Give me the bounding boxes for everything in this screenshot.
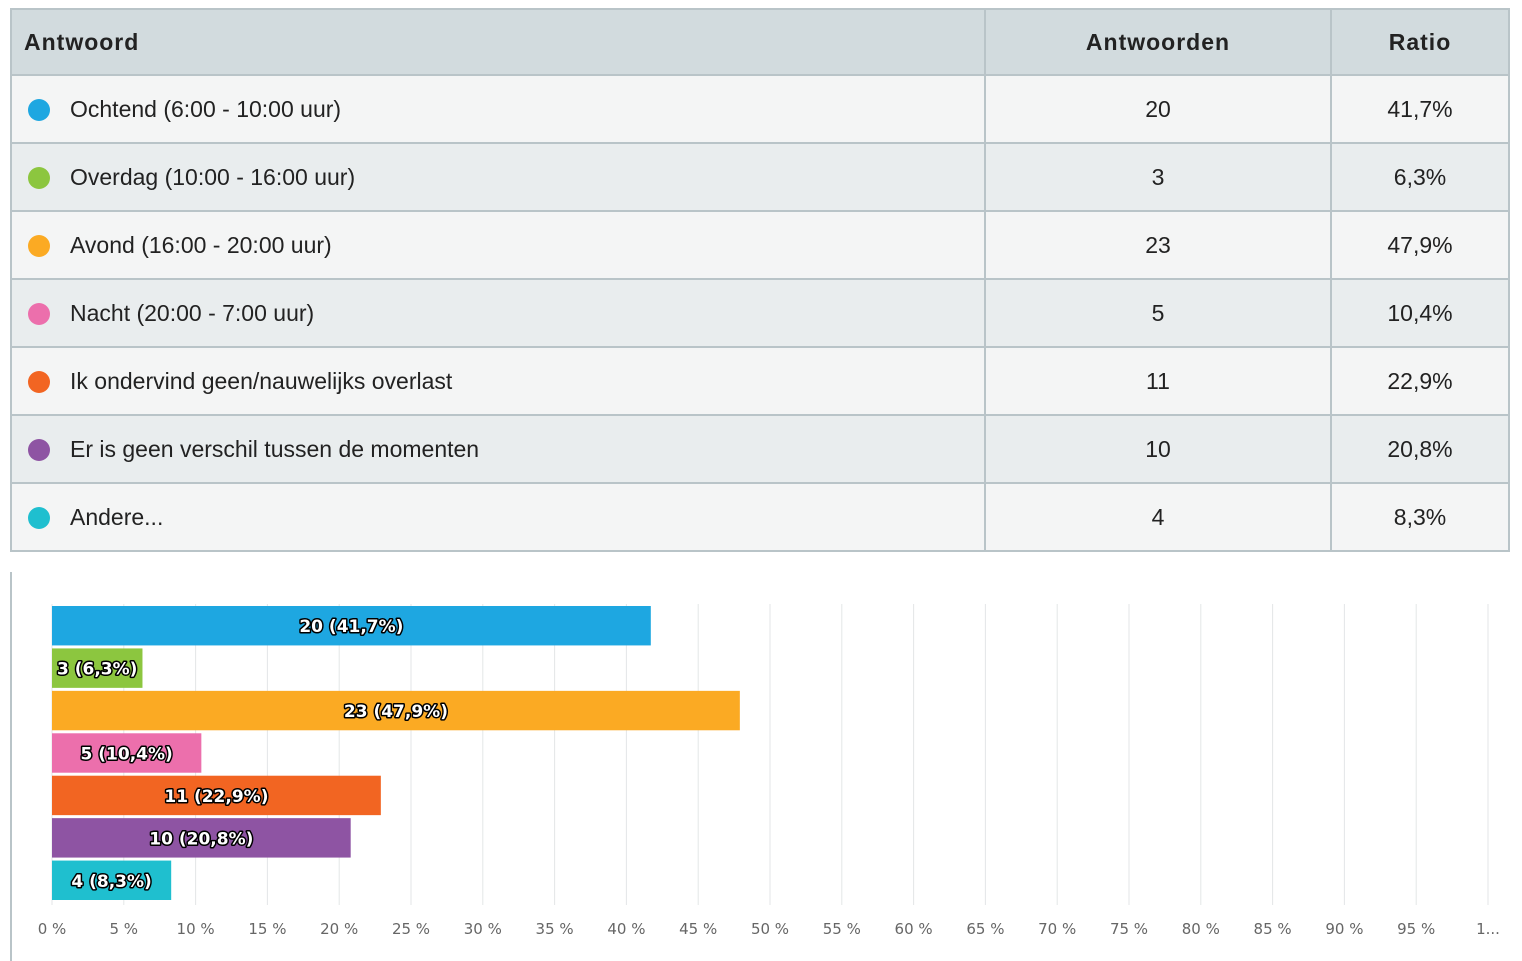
x-tick-label: 15 % xyxy=(248,920,286,938)
cell-text: Nacht (20:00 - 7:00 uur) xyxy=(70,299,315,326)
header-cell: Ratio xyxy=(1330,8,1510,76)
table-row: Andere... 4 8,3% xyxy=(10,482,1510,552)
bar xyxy=(52,690,740,731)
table-cell: 4 xyxy=(984,482,1332,552)
chart: 0 % 5 % 10 % 15 % 20 % 25 % 30 % 35 % 40 % 45 % 50… xyxy=(10,572,1500,961)
results-table-wrap: Antwoord Antwoorden Ratio Ochtend (6:00 … xyxy=(10,8,1510,552)
cell-text: 10,4% xyxy=(1387,299,1453,326)
data-label: 4 (8,3%) xyxy=(71,872,151,892)
x-tick-label: 45 % xyxy=(679,920,717,938)
x-tick-label: 1... xyxy=(1476,920,1500,938)
table-cell: 10,4% xyxy=(1330,278,1510,348)
table-cell: 22,9% xyxy=(1330,346,1510,416)
x-tick-label: 40 % xyxy=(607,920,645,938)
x-tick-label: 85 % xyxy=(1254,920,1292,938)
legend-dot xyxy=(28,235,50,258)
bar xyxy=(52,733,202,773)
bar xyxy=(52,860,172,900)
x-tick-label: 60 % xyxy=(895,920,933,938)
cell-text: Ochtend (6:00 - 10:00 uur) xyxy=(70,95,342,122)
cell-text: 41,7% xyxy=(1387,95,1453,122)
legend-dot xyxy=(28,439,50,462)
cell-text: 20,8% xyxy=(1387,435,1453,462)
cell-text: Ik ondervind geen/nauwelijks overlast xyxy=(70,367,453,394)
table-cell: 23 xyxy=(984,210,1332,280)
header-cell: Antwoorden xyxy=(984,8,1332,76)
data-label: 3 (6,3%) xyxy=(57,660,137,680)
table-cell: Nacht (20:00 - 7:00 uur) xyxy=(10,278,986,348)
cell-text: 20 xyxy=(1145,95,1171,122)
cell-text: 4 xyxy=(1151,503,1165,530)
data-label: 20 (41,7%) xyxy=(299,617,403,637)
table-cell: 5 xyxy=(984,278,1332,348)
x-tick-label: 35 % xyxy=(536,920,574,938)
x-tick-label: 25 % xyxy=(392,920,430,938)
x-tick-label: 80 % xyxy=(1182,920,1220,938)
cell-text: 8,3% xyxy=(1393,503,1447,530)
table-cell: Overdag (10:00 - 16:00 uur) xyxy=(10,142,986,212)
table-cell: 20,8% xyxy=(1330,414,1510,484)
table-cell: 8,3% xyxy=(1330,482,1510,552)
data-label: 23 (47,9%) xyxy=(344,702,448,722)
results-table: Antwoord Antwoorden Ratio Ochtend (6:00 … xyxy=(10,8,1510,552)
x-tick-label: 70 % xyxy=(1038,920,1076,938)
data-label: 10 (20,8%) xyxy=(149,829,253,849)
legend-dot xyxy=(28,167,50,190)
data-label: 11 (22,9%) xyxy=(164,787,268,807)
table-row: Ik ondervind geen/nauwelijks overlast 11 2… xyxy=(10,346,1510,416)
x-tick-label: 55 % xyxy=(823,920,861,938)
cell-text: 6,3% xyxy=(1393,163,1447,190)
cell-text: Er is geen verschil tussen de momenten xyxy=(70,435,480,462)
x-tick-label: 75 % xyxy=(1110,920,1148,938)
x-tick-label: 95 % xyxy=(1397,920,1435,938)
table-cell: 47,9% xyxy=(1330,210,1510,280)
bar xyxy=(52,606,651,646)
x-tick-label: 0 % xyxy=(38,920,67,938)
table-cell: Andere... xyxy=(10,482,986,552)
data-label: 5 (10,4%) xyxy=(81,745,173,765)
legend-dot xyxy=(28,507,50,530)
table-row: Overdag (10:00 - 16:00 uur) 3 6,3% xyxy=(10,142,1510,212)
table-cell: Avond (16:00 - 20:00 uur) xyxy=(10,210,986,280)
x-tick-label: 10 % xyxy=(177,920,215,938)
header-cell: Antwoord xyxy=(10,8,986,76)
table-row: Ochtend (6:00 - 10:00 uur) 20 41,7% xyxy=(10,74,1510,144)
x-tick-label: 90 % xyxy=(1325,920,1363,938)
table-cell: Er is geen verschil tussen de momenten xyxy=(10,414,986,484)
x-tick-label: 5 % xyxy=(110,920,139,938)
cell-text: 47,9% xyxy=(1387,231,1453,258)
table-cell: 11 xyxy=(984,346,1332,416)
cell-text: 3 xyxy=(1151,163,1165,190)
x-tick-label: 65 % xyxy=(966,920,1004,938)
cell-text: 5 xyxy=(1151,299,1165,326)
legend-dot xyxy=(28,303,50,326)
table-cell: 10 xyxy=(984,414,1332,484)
table-cell: 20 xyxy=(984,74,1332,144)
bar xyxy=(52,775,381,816)
x-tick-label: 20 % xyxy=(320,920,358,938)
cell-text: 10 xyxy=(1145,435,1171,462)
table-cell: Ochtend (6:00 - 10:00 uur) xyxy=(10,74,986,144)
table-cell: Ik ondervind geen/nauwelijks overlast xyxy=(10,346,986,416)
bar xyxy=(52,818,351,858)
table-cell: 3 xyxy=(984,142,1332,212)
cell-text: Avond (16:00 - 20:00 uur) xyxy=(70,231,332,258)
legend-dot xyxy=(28,99,50,122)
x-tick-label: 30 % xyxy=(464,920,502,938)
table-row: Avond (16:00 - 20:00 uur) 23 47,9% xyxy=(10,210,1510,280)
table-row: Er is geen verschil tussen de momenten 10… xyxy=(10,414,1510,484)
cell-text: 23 xyxy=(1145,231,1171,258)
cell-text: 11 xyxy=(1146,367,1170,394)
table-cell: 41,7% xyxy=(1330,74,1510,144)
x-tick-label: 50 % xyxy=(751,920,789,938)
cell-text: Overdag (10:00 - 16:00 uur) xyxy=(70,163,356,190)
legend-dot xyxy=(28,371,50,394)
cell-text: 22,9% xyxy=(1387,367,1453,394)
table-row: Nacht (20:00 - 7:00 uur) 5 10,4% xyxy=(10,278,1510,348)
table-cell: 6,3% xyxy=(1330,142,1510,212)
bar xyxy=(52,648,143,688)
cell-text: Andere... xyxy=(70,503,164,530)
